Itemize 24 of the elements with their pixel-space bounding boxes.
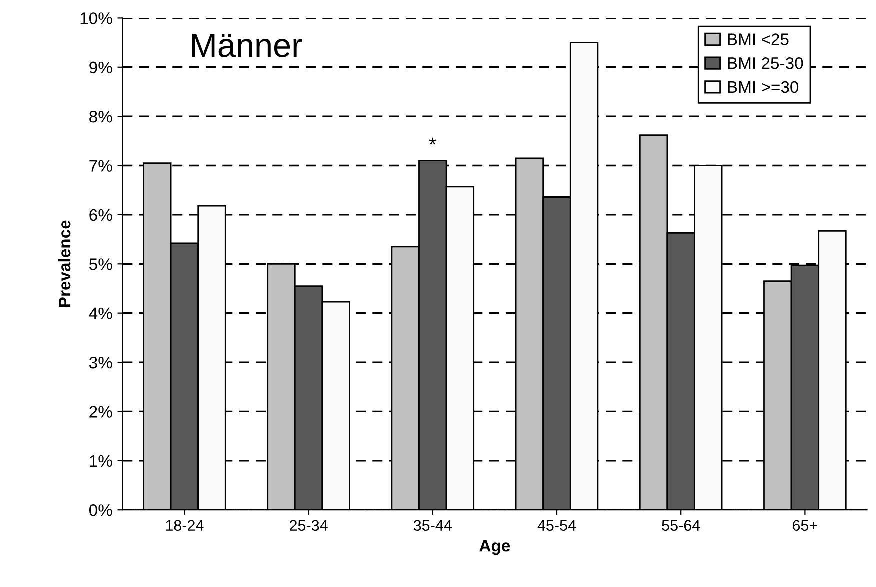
y-tick-label: 3% (89, 356, 112, 369)
y-tick-label: 10% (80, 12, 112, 24)
y-tick-label: 5% (89, 258, 112, 270)
y-tick-label: 9% (90, 62, 112, 74)
x-tick-label: 25-34 (290, 520, 328, 532)
y-tick-label: 7% (90, 160, 112, 172)
legend-label: BMI 25-30 (728, 58, 804, 70)
annotation: * (429, 138, 436, 145)
y-tick-label: 8% (90, 110, 112, 123)
y-tick-label: 1% (90, 455, 112, 468)
x-tick-label: 55-64 (662, 520, 700, 532)
y-tick-label: 4% (89, 308, 112, 320)
x-axis-title: Age (480, 540, 510, 556)
x-tick-label: 35-44 (414, 520, 452, 532)
x-tick-label: 65+ (793, 520, 818, 532)
x-tick-label: 45-54 (538, 520, 576, 532)
y-axis-title: Prevalence (58, 220, 71, 308)
y-tick-label: 6% (90, 209, 112, 222)
y-tick-label: 2% (90, 406, 112, 418)
x-tick-label: 18-24 (166, 520, 204, 532)
legend-label: BMI <25 (728, 34, 789, 46)
annotation: Männer (192, 34, 302, 58)
legend-label: BMI >=30 (728, 81, 799, 94)
y-tick-label: 0% (89, 504, 112, 516)
